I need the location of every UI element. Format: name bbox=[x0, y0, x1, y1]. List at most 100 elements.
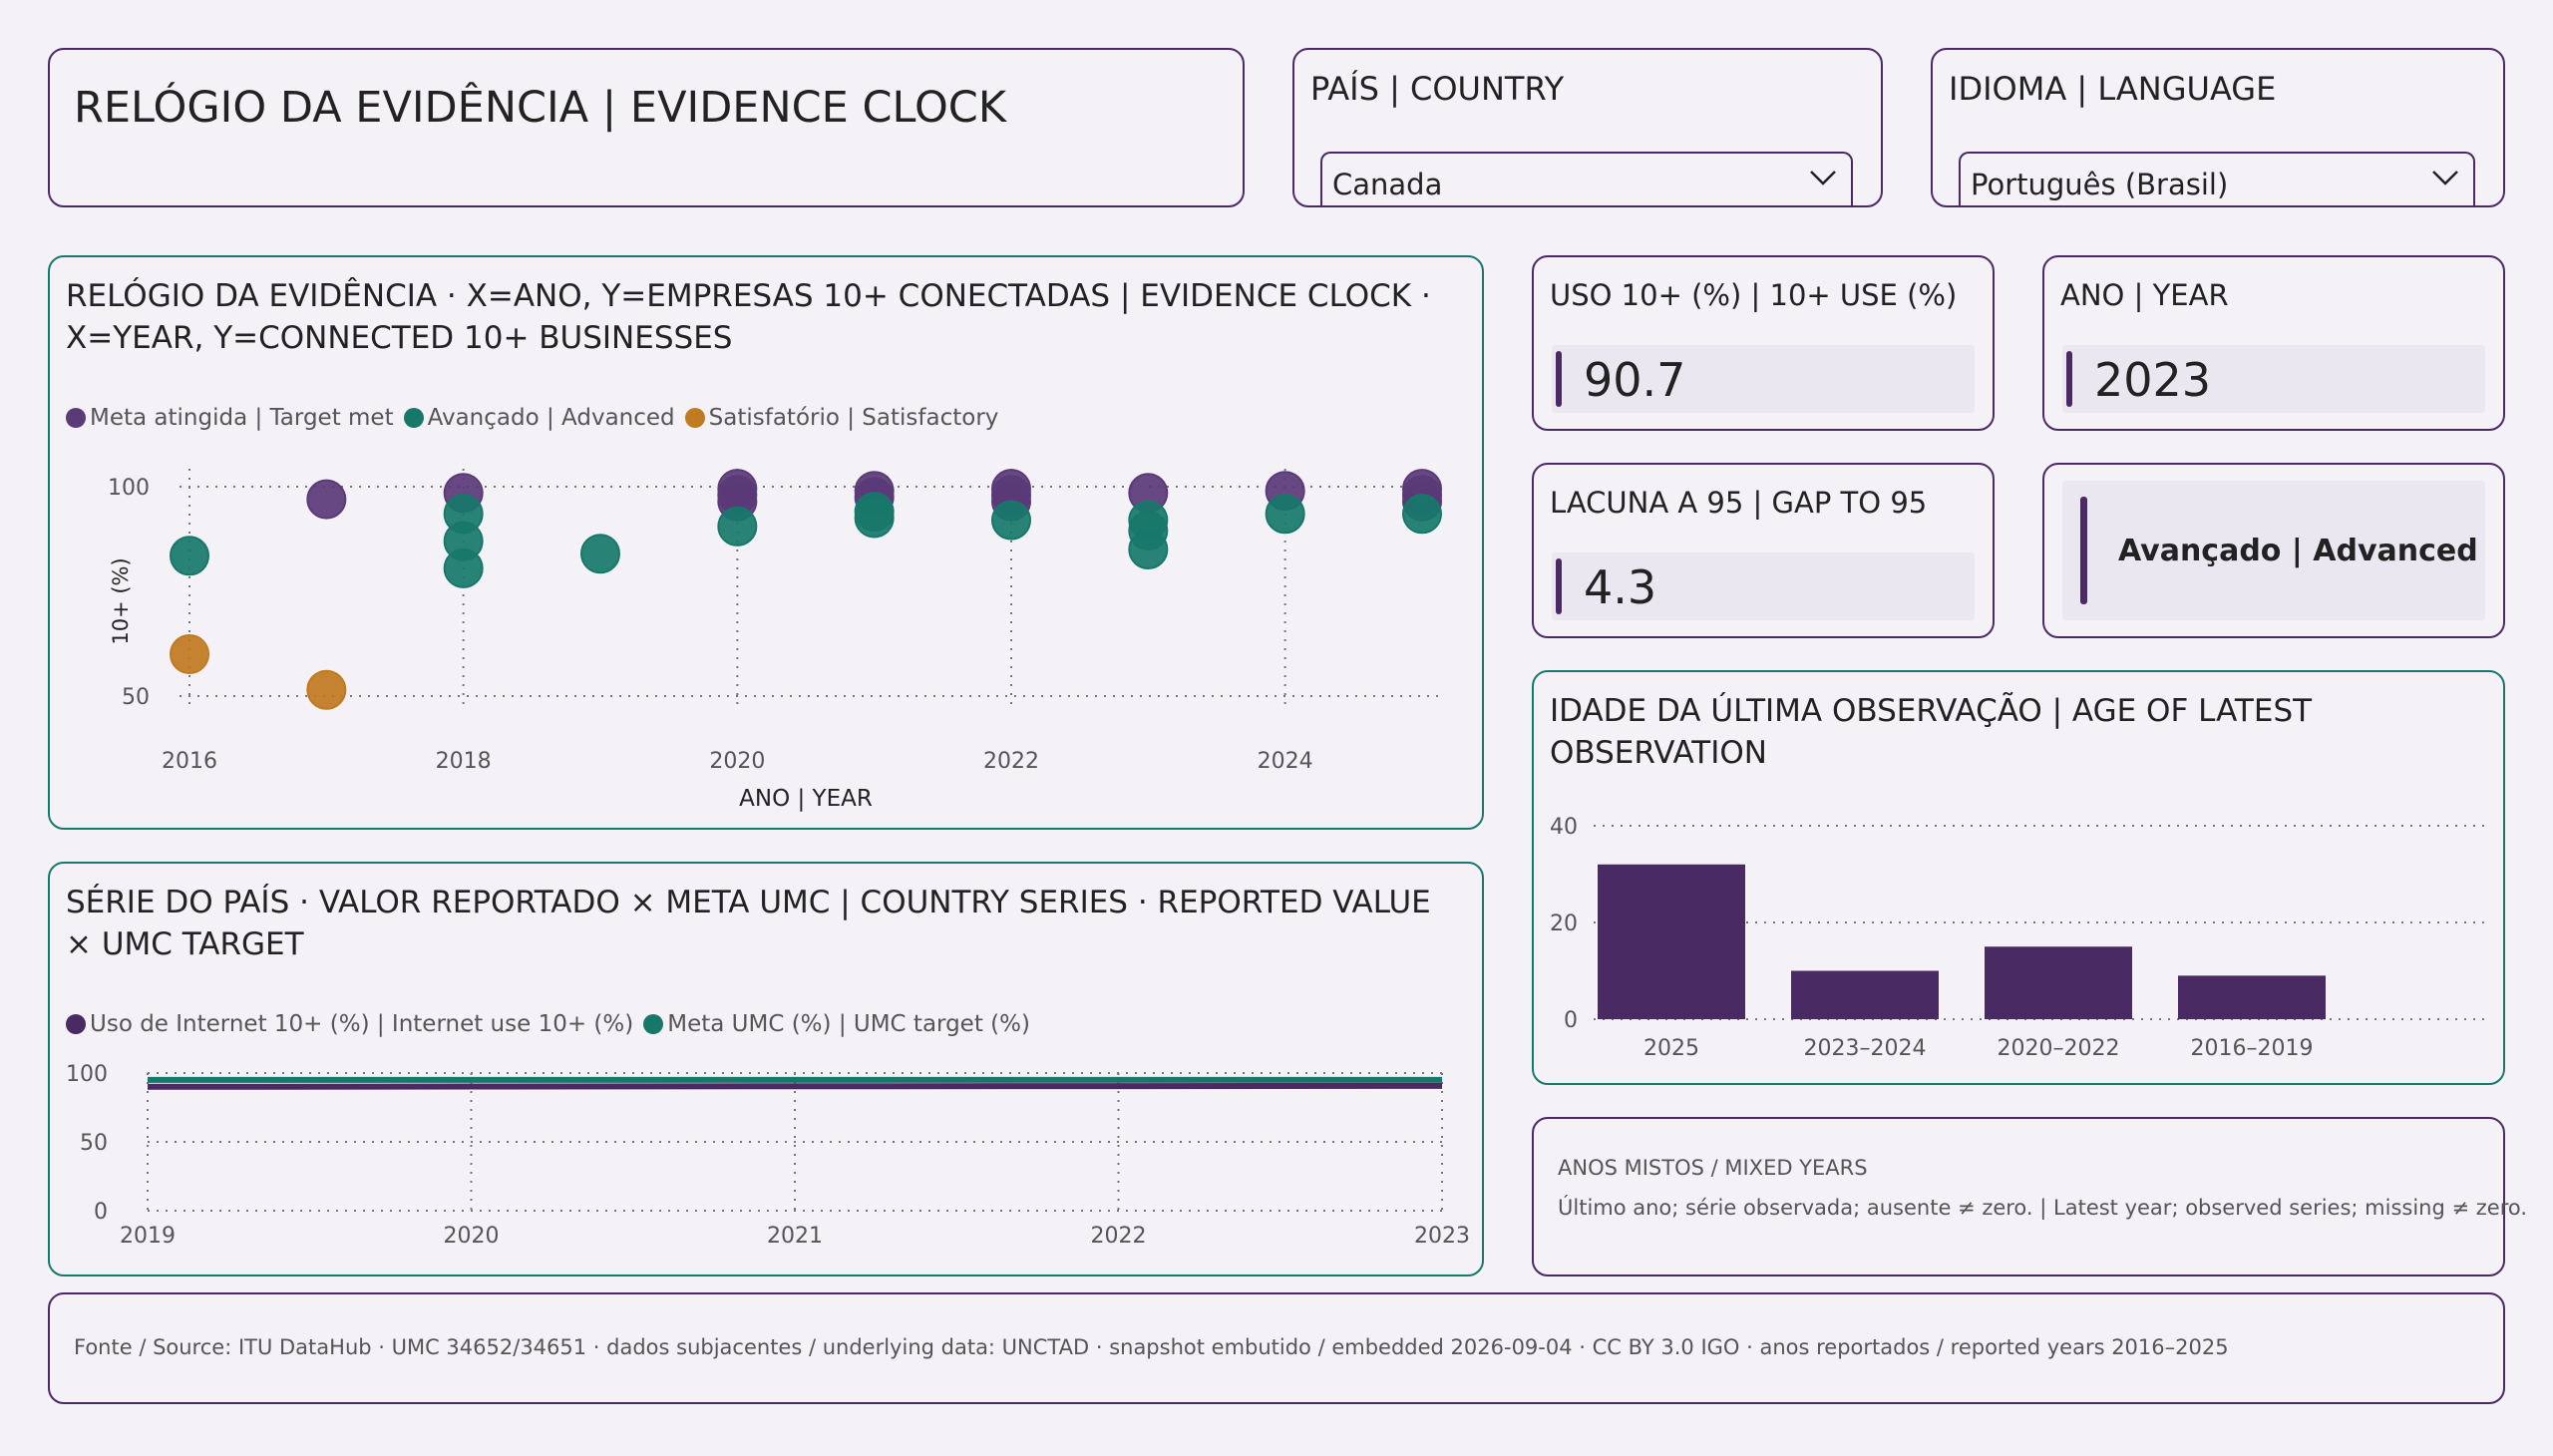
accent-bar bbox=[2080, 497, 2087, 604]
x-tick-label: 2023 bbox=[1414, 1224, 1470, 1249]
y-tick-label: 100 bbox=[108, 476, 150, 501]
x-axis-label: ANO | YEAR bbox=[739, 786, 873, 812]
kpi-status-value: Avançado | Advanced bbox=[2118, 534, 2478, 568]
x-tick-label: 2022 bbox=[1091, 1224, 1147, 1249]
legend-item-umc-target[interactable]: Meta UMC (%) | UMC target (%) bbox=[643, 1011, 1030, 1037]
legend-dot bbox=[66, 408, 86, 428]
legend-label: Meta UMC (%) | UMC target (%) bbox=[667, 1011, 1030, 1037]
legend-dot bbox=[684, 408, 705, 428]
legend-item-satisfactory[interactable]: Satisfatório | Satisfactory bbox=[684, 405, 999, 431]
language-dropdown-value: Português (Brasil) bbox=[1971, 168, 2229, 201]
language-dropdown[interactable]: Português (Brasil) bbox=[1959, 152, 2475, 207]
kpi-gap-label: LACUNA A 95 | GAP TO 95 bbox=[1550, 486, 1928, 520]
line-legend: Uso de Internet 10+ (%) | Internet use 1… bbox=[66, 1011, 1040, 1037]
footer-source: Fonte / Source: ITU DataHub · UMC 34652/… bbox=[74, 1335, 2229, 1359]
legend-item-advanced[interactable]: Avançado | Advanced bbox=[403, 405, 675, 431]
legend-dot bbox=[643, 1014, 664, 1034]
kpi-gap-value: 4.3 bbox=[1584, 560, 1657, 614]
scatter-point bbox=[306, 479, 347, 520]
scatter-point bbox=[306, 669, 347, 710]
scatter-point bbox=[1128, 530, 1169, 569]
kpi-year-box: 2023 bbox=[2062, 345, 2485, 413]
kpi-use-box: 90.7 bbox=[1552, 345, 1975, 413]
kpi-status-card: Avançado | Advanced bbox=[2042, 463, 2505, 638]
country-dropdown[interactable]: Canada bbox=[1320, 152, 1853, 207]
country-dropdown-value: Canada bbox=[1332, 168, 1443, 201]
legend-label: Meta atingida | Target met bbox=[90, 405, 394, 431]
note-text: Último ano; série observada; ausente ≠ z… bbox=[1558, 1196, 2528, 1220]
legend-item-internet-use[interactable]: Uso de Internet 10+ (%) | Internet use 1… bbox=[66, 1011, 633, 1037]
kpi-year-value: 2023 bbox=[2094, 353, 2212, 407]
evidence-clock-card: RELÓGIO DA EVIDÊNCIA · X=ANO, Y=EMPRESAS… bbox=[48, 255, 1484, 830]
chevron-down-icon[interactable] bbox=[1809, 168, 1837, 187]
x-tick-label: 2016–2019 bbox=[2191, 1036, 2314, 1061]
scatter-chart: 50 100 2016 2018 2020 2022 2024 ANO | YEAR 10+ (… bbox=[108, 469, 1442, 812]
y-tick-label: 20 bbox=[1550, 911, 1578, 936]
scatter-point bbox=[717, 506, 758, 546]
country-filter-label: PAÍS | COUNTRY bbox=[1310, 70, 1565, 108]
x-tick-label: 2020 bbox=[444, 1224, 500, 1249]
language-filter-card: IDIOMA | LANGUAGE Português (Brasil) bbox=[1931, 48, 2505, 207]
kpi-gap-card: LACUNA A 95 | GAP TO 95 4.3 bbox=[1532, 463, 1995, 638]
header-card: RELÓGIO DA EVIDÊNCIA | EVIDENCE CLOCK bbox=[48, 48, 1245, 207]
y-tick-label: 50 bbox=[80, 1131, 108, 1156]
x-tick-label: 2020–2022 bbox=[1998, 1036, 2120, 1061]
country-series-card: SÉRIE DO PAÍS · VALOR REPORTADO × META U… bbox=[48, 862, 1484, 1276]
footer-card: Fonte / Source: ITU DataHub · UMC 34652/… bbox=[48, 1292, 2505, 1404]
kpi-use-value: 90.7 bbox=[1584, 353, 1686, 407]
bar bbox=[1598, 864, 1745, 1019]
x-tick-label: 2019 bbox=[120, 1224, 176, 1249]
scatter-point bbox=[443, 547, 484, 588]
country-series-title: SÉRIE DO PAÍS · VALOR REPORTADO × META U… bbox=[66, 885, 1431, 962]
legend-dot bbox=[66, 1014, 86, 1034]
x-tick-label: 2021 bbox=[767, 1224, 823, 1249]
y-tick-label: 50 bbox=[122, 685, 150, 710]
scatter-point bbox=[1402, 494, 1442, 535]
note-card: ANOS MISTOS / MIXED YEARS Último ano; sé… bbox=[1532, 1117, 2527, 1276]
scatter-point bbox=[991, 500, 1031, 541]
y-tick-label: 0 bbox=[1564, 1008, 1578, 1033]
kpi-use-label: USO 10+ (%) | 10+ USE (%) bbox=[1550, 278, 1958, 312]
note-title: ANOS MISTOS / MIXED YEARS bbox=[1558, 1156, 1868, 1180]
observation-age-title: IDADE DA ÚLTIMA OBSERVAÇÃO | AGE OF LATE… bbox=[1550, 693, 2313, 771]
x-tick-label: 2023–2024 bbox=[1804, 1036, 1927, 1061]
scatter-point bbox=[170, 536, 209, 576]
chevron-down-icon[interactable] bbox=[2431, 168, 2459, 187]
line-chart: 0 50 100 2019 2020 2021 2022 2023 bbox=[66, 1062, 1470, 1249]
x-tick-label: 2024 bbox=[1258, 749, 1313, 774]
evidence-clock-title: RELÓGIO DA EVIDÊNCIA · X=ANO, Y=EMPRESAS… bbox=[66, 278, 1431, 356]
legend-label: Avançado | Advanced bbox=[427, 405, 675, 431]
kpi-year-label: ANO | YEAR bbox=[2060, 278, 2229, 312]
scatter-point bbox=[1265, 494, 1305, 535]
bar bbox=[2178, 975, 2326, 1019]
y-tick-label: 100 bbox=[66, 1062, 108, 1087]
x-tick-label: 2016 bbox=[162, 749, 217, 774]
legend-item-target-met[interactable]: Meta atingida | Target met bbox=[66, 405, 394, 431]
scatter-point bbox=[170, 634, 209, 674]
accent-bar bbox=[1556, 558, 1562, 614]
series-line bbox=[147, 1082, 1443, 1090]
scatter-legend: Meta atingida | Target met Avançado | Ad… bbox=[66, 405, 1008, 431]
x-tick-label: 2020 bbox=[709, 749, 765, 774]
legend-dot bbox=[403, 408, 424, 428]
kpi-use-card: USO 10+ (%) | 10+ USE (%) 90.7 bbox=[1532, 255, 1995, 431]
accent-bar bbox=[2066, 351, 2072, 407]
kpi-gap-box: 4.3 bbox=[1552, 552, 1975, 620]
language-filter-label: IDIOMA | LANGUAGE bbox=[1949, 70, 2277, 108]
kpi-year-card: ANO | YEAR 2023 bbox=[2042, 255, 2505, 431]
legend-label: Satisfatório | Satisfactory bbox=[708, 405, 999, 431]
y-tick-label: 40 bbox=[1550, 815, 1578, 840]
bar-chart: 0 20 40 2025 2023–2024 2020–2022 2016–2019 bbox=[1550, 815, 2491, 1061]
legend-label: Uso de Internet 10+ (%) | Internet use 1… bbox=[90, 1011, 634, 1037]
x-tick-label: 2022 bbox=[983, 749, 1039, 774]
bar bbox=[1985, 946, 2132, 1019]
observation-age-card: IDADE DA ÚLTIMA OBSERVAÇÃO | AGE OF LATE… bbox=[1532, 670, 2505, 1085]
bar bbox=[1791, 970, 1939, 1019]
country-filter-card: PAÍS | COUNTRY Canada bbox=[1292, 48, 1883, 207]
scatter-point bbox=[854, 498, 895, 539]
page-title: RELÓGIO DA EVIDÊNCIA | EVIDENCE CLOCK bbox=[74, 83, 1007, 133]
y-axis-label: 10+ (%) bbox=[109, 557, 133, 644]
x-tick-label: 2018 bbox=[436, 749, 492, 774]
y-tick-label: 0 bbox=[94, 1200, 108, 1225]
accent-bar bbox=[1556, 351, 1562, 407]
